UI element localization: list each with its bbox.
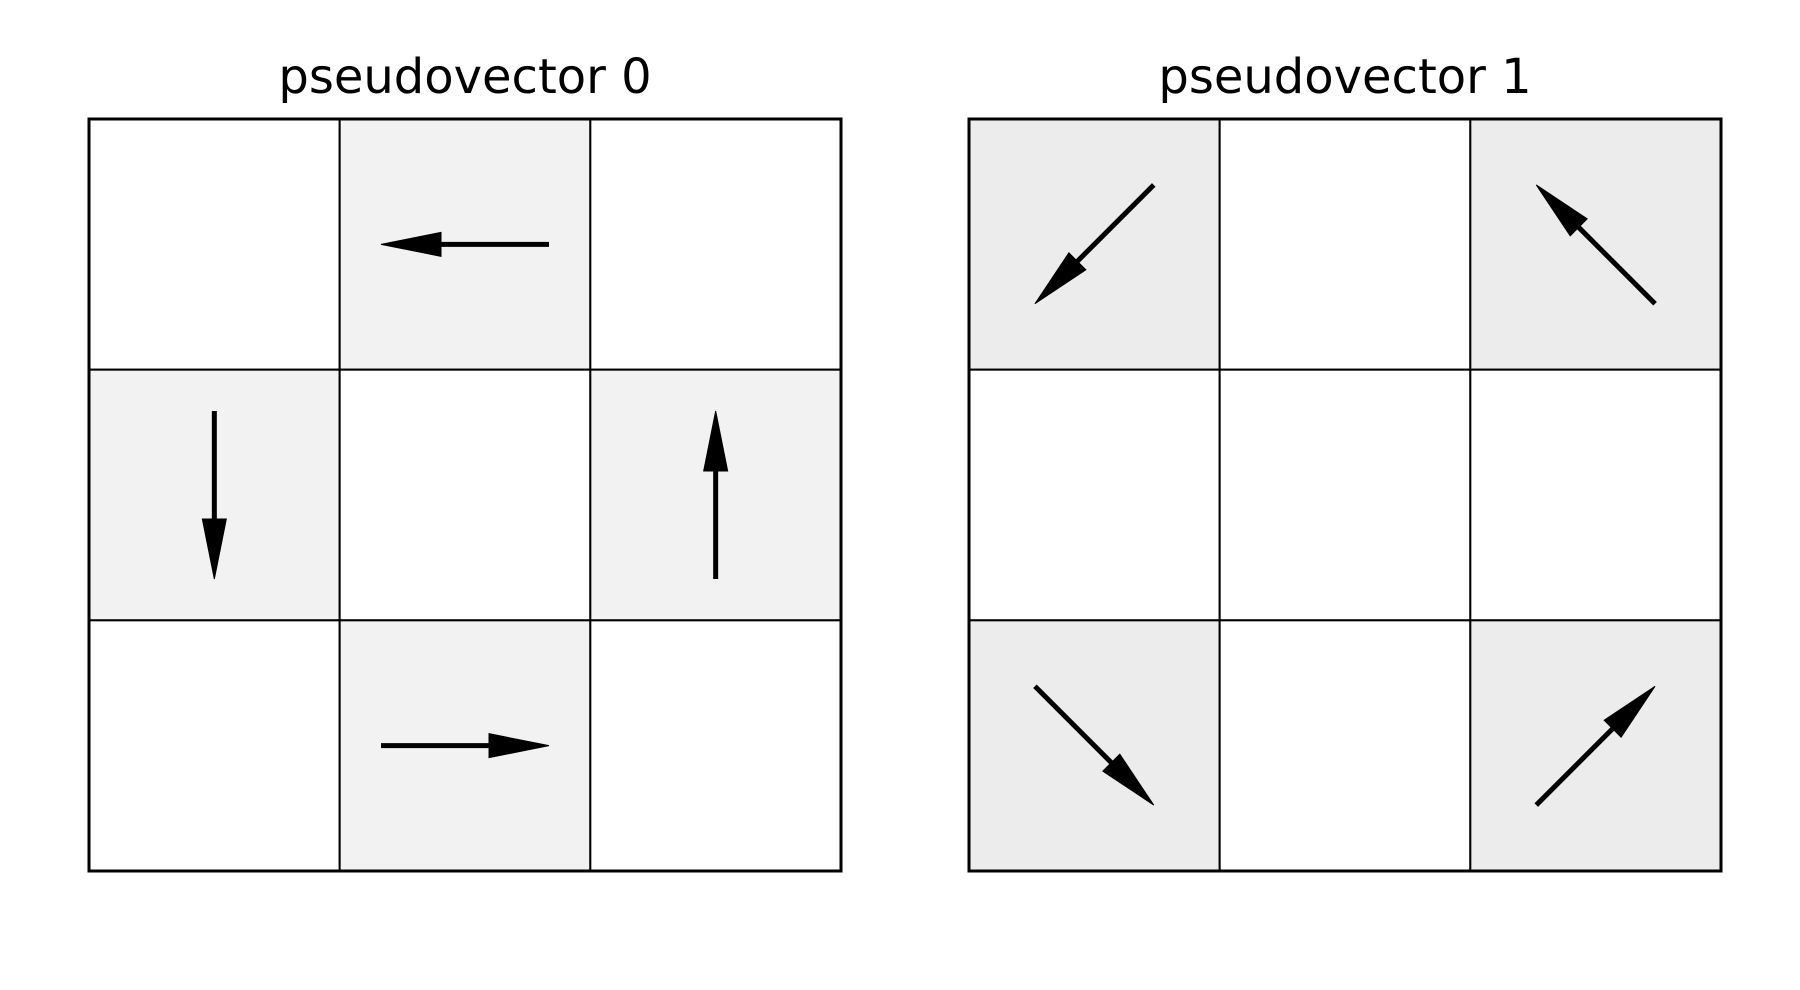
panel-border bbox=[967, 117, 1723, 873]
panel-title: pseudovector 0 bbox=[278, 49, 651, 105]
grid-cell-r2-c2 bbox=[589, 619, 842, 872]
grid-cell-r1-c0 bbox=[968, 368, 1221, 622]
grid-cell-r0-c2 bbox=[589, 118, 842, 371]
panel-border bbox=[87, 117, 843, 873]
empty-cell bbox=[88, 118, 341, 371]
empty-cell bbox=[589, 619, 842, 872]
panel-pseudovector-0: pseudovector 0 bbox=[87, 49, 843, 873]
arrow-down-left-icon bbox=[1034, 183, 1156, 305]
empty-cell bbox=[338, 368, 592, 622]
grid-cell-r1-c2 bbox=[1469, 368, 1723, 622]
arrow-up-icon bbox=[703, 410, 729, 579]
panel-pseudovector-1: pseudovector 1 bbox=[967, 49, 1723, 873]
grid-cell-r1-c0 bbox=[88, 368, 341, 622]
grid-cell-r1-c2 bbox=[589, 368, 842, 622]
empty-cell bbox=[968, 368, 1221, 622]
grid-cell-r2-c2 bbox=[1469, 619, 1723, 872]
grid-cell-r0-c2 bbox=[1469, 118, 1723, 371]
grid-cell-r1-c1 bbox=[338, 368, 592, 622]
grid-cell-r0-c0 bbox=[968, 118, 1221, 371]
arrow-down-right-icon bbox=[1033, 684, 1155, 806]
arrow-up-right-icon bbox=[1534, 685, 1656, 807]
arrow-left-icon bbox=[380, 231, 549, 257]
empty-cell bbox=[589, 118, 842, 371]
empty-cell bbox=[1469, 368, 1723, 622]
grid-cell-r0-c1 bbox=[338, 118, 592, 371]
grid-cell-r0-c0 bbox=[88, 118, 341, 371]
grid-cell-r0-c1 bbox=[1218, 118, 1472, 371]
empty-cell bbox=[1218, 368, 1472, 622]
arrow-right-icon bbox=[381, 733, 550, 759]
grid-cell-r2-c1 bbox=[1218, 619, 1472, 872]
panel-title: pseudovector 1 bbox=[1158, 49, 1531, 105]
empty-cell bbox=[1218, 118, 1472, 371]
grid-cell-r1-c1 bbox=[1218, 368, 1472, 622]
grid-cell-r2-c0 bbox=[88, 619, 341, 872]
empty-cell bbox=[1218, 619, 1472, 872]
arrow-up-left-icon bbox=[1535, 184, 1657, 306]
arrow-down-icon bbox=[201, 411, 227, 580]
empty-cell bbox=[88, 619, 341, 872]
grid-cell-r2-c0 bbox=[968, 619, 1221, 872]
grid-cell-r2-c1 bbox=[338, 619, 592, 872]
